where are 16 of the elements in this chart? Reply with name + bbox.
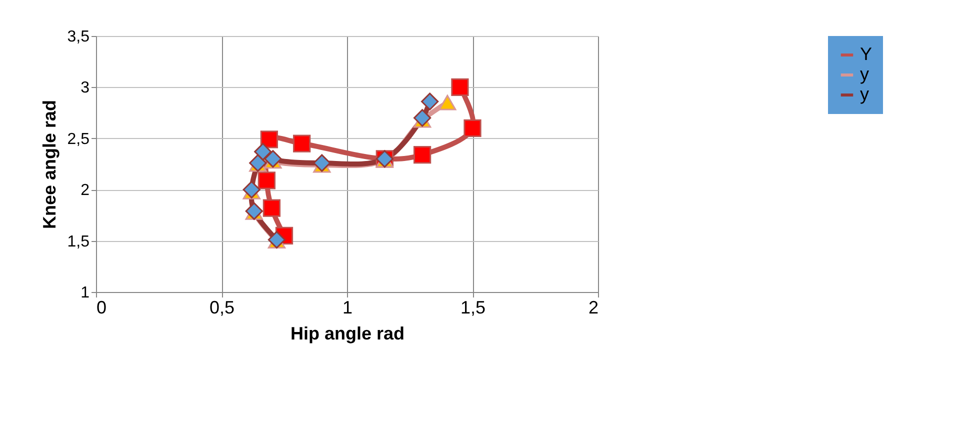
y-tick-label: 2,5: [67, 130, 90, 148]
x-tick-label: 2: [588, 298, 598, 318]
legend-label: y: [860, 84, 869, 104]
x-tick-label: 1,5: [460, 298, 486, 318]
legend-label: y: [860, 64, 869, 84]
y-tick-label: 3,5: [67, 28, 90, 46]
x-tick-label: 0: [96, 298, 107, 318]
y-tick-label: 1: [80, 284, 90, 302]
y-tick-label: 3: [80, 80, 90, 97]
legend-label: Y: [860, 44, 872, 64]
x-tick-label: 1: [342, 298, 353, 318]
y-tick-label: 2: [80, 182, 90, 200]
y-axis-title: Knee angle rad: [39, 100, 60, 230]
x-axis-title: Hip angle rad: [290, 324, 405, 344]
y-tick-label: 1,5: [67, 233, 90, 250]
x-tick-label: 0,5: [209, 298, 235, 318]
